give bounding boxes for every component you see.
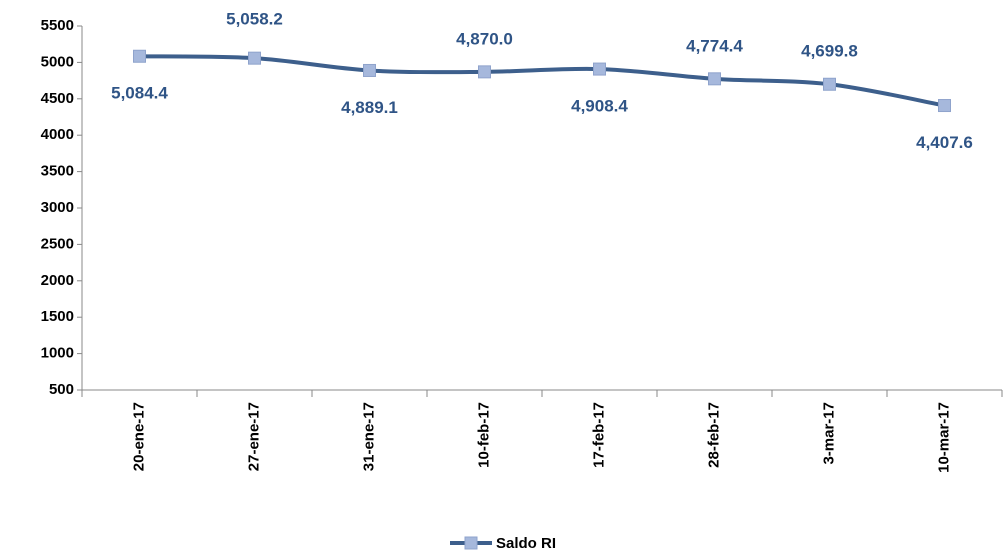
y-tick-label: 5500 — [41, 17, 74, 34]
x-tick-label: 17-feb-17 — [590, 402, 607, 468]
y-tick-label: 500 — [49, 381, 74, 398]
value-label: 4,699.8 — [801, 42, 858, 61]
legend-marker — [464, 536, 478, 550]
marker — [593, 62, 606, 76]
value-label: 5,058.2 — [226, 10, 283, 29]
marker — [478, 65, 491, 79]
value-label: 4,407.6 — [916, 133, 973, 152]
y-tick-label: 5000 — [41, 53, 74, 70]
marker — [708, 72, 721, 86]
x-tick-label: 10-mar-17 — [935, 402, 952, 473]
y-tick-label: 4500 — [41, 90, 74, 107]
marker — [248, 51, 261, 65]
marker — [823, 77, 836, 91]
marker — [363, 63, 376, 77]
value-label: 5,084.4 — [111, 84, 168, 103]
x-tick-label: 28-feb-17 — [705, 402, 722, 468]
x-tick-label: 20-ene-17 — [130, 402, 147, 471]
x-tick-label: 27-ene-17 — [245, 402, 262, 471]
y-tick-label: 3500 — [41, 163, 74, 180]
marker — [133, 49, 146, 63]
line — [139, 54, 945, 108]
legend-label: Saldo RI — [496, 535, 556, 552]
y-tick-label: 2500 — [41, 235, 74, 252]
value-label: 4,774.4 — [686, 36, 743, 55]
marker — [938, 99, 951, 113]
y-tick-label: 4000 — [41, 126, 74, 143]
y-tick-label: 2000 — [41, 272, 74, 289]
y-tick-label: 3000 — [41, 199, 74, 216]
x-tick-label: 10-feb-17 — [475, 402, 492, 468]
y-tick-label: 1000 — [41, 345, 74, 362]
value-label: 4,908.4 — [571, 97, 628, 116]
value-label: 4,870.0 — [456, 29, 513, 48]
x-tick-label: 3-mar-17 — [820, 402, 837, 465]
x-tick-label: 31-ene-17 — [360, 402, 377, 471]
y-tick-label: 1500 — [41, 308, 74, 325]
value-label: 4,889.1 — [341, 98, 398, 117]
